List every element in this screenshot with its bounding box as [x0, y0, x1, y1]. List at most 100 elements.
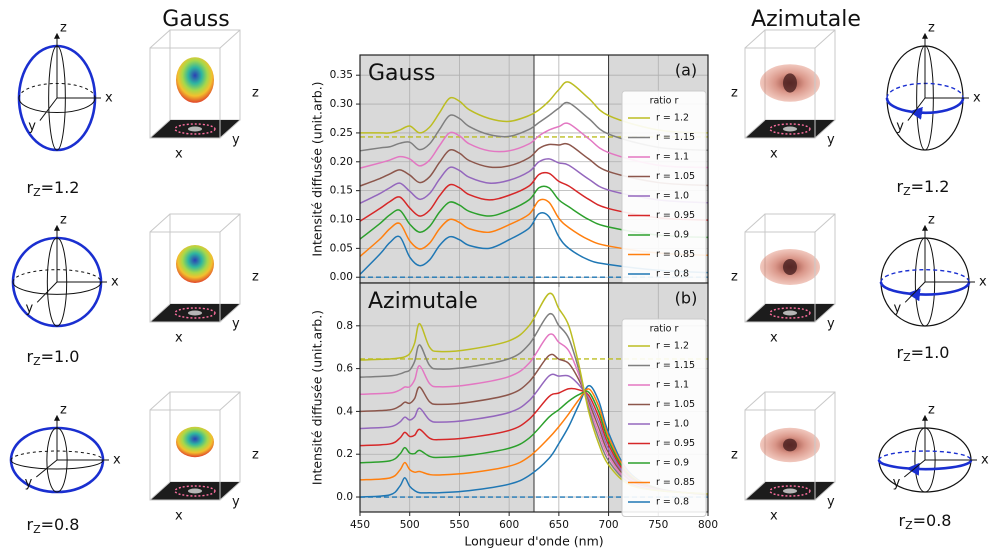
axis-letter: y [827, 495, 835, 510]
series-line [359, 142, 709, 187]
box-edge [219, 29, 241, 49]
x-tick-label: 450 [350, 519, 370, 531]
axis-letter: z [252, 86, 259, 101]
box-edge [219, 303, 241, 323]
axis-letter: z [60, 403, 67, 418]
floor-ring [769, 485, 811, 497]
box-edge [219, 481, 241, 501]
box-edge [744, 213, 766, 233]
floor-center [188, 488, 202, 494]
y-axis [36, 281, 58, 303]
axis-letter: z [60, 21, 67, 36]
series-line [359, 390, 709, 496]
box-edge [149, 119, 171, 139]
sphere-diagram: z x y [877, 403, 989, 493]
axis-letter: z [252, 270, 259, 285]
y-tick-label: 0.4 [336, 405, 353, 417]
ratio-r: r [27, 515, 34, 534]
series-line [359, 384, 709, 498]
y-tick-label: 0.35 [330, 69, 353, 81]
ratio-sub: Z [33, 523, 41, 536]
axis-letter: x [175, 147, 183, 162]
axis-letter: x [981, 453, 989, 468]
ratio-value: =0.8 [913, 511, 952, 530]
box-3d: z x y [731, 213, 836, 346]
legend-label: r = 0.95 [656, 438, 695, 449]
axis-letter: x [175, 331, 183, 346]
y-axis [39, 97, 58, 121]
box-edge [219, 119, 241, 139]
axis-letter: z [928, 213, 935, 228]
axis-letter: y [28, 119, 36, 134]
legend-label: r = 1.2 [656, 341, 689, 352]
axis-letter: x [770, 331, 778, 346]
sphere-diagram: z x y [17, 21, 113, 152]
x-tick-label: 500 [400, 519, 420, 531]
particle [783, 73, 797, 93]
series-line [359, 387, 709, 496]
ratio-r: r [27, 178, 34, 197]
box-edge [744, 481, 766, 501]
y-tick-label: 0.8 [336, 320, 353, 332]
ratio-sub: Z [33, 186, 41, 199]
series-line [359, 292, 709, 495]
equator-front-rest [879, 281, 910, 295]
floor-center [783, 310, 797, 316]
ratio-r: r [897, 177, 904, 196]
series-line [359, 198, 709, 258]
legend-label: r = 1.0 [656, 419, 689, 430]
floor-ring [174, 307, 216, 319]
y-axis [904, 281, 926, 303]
floor-ring [174, 485, 216, 497]
axis-letter: z [252, 448, 259, 463]
box-edge [814, 303, 836, 323]
legend-label: r = 1.15 [656, 132, 695, 143]
box-edge [149, 303, 171, 323]
y-axis-label: Intensité diffusée (unit.arb.) [310, 81, 325, 256]
series-line [359, 158, 709, 205]
legend-title: ratio r [650, 96, 679, 107]
box-edge [744, 303, 766, 323]
equator-front [10, 459, 104, 470]
legend-label: r = 1.0 [656, 191, 689, 202]
box-edge [219, 391, 241, 411]
x-tick-label: 700 [599, 519, 619, 531]
axis-letter: y [25, 301, 33, 316]
axis-letter: z [928, 21, 935, 36]
legend-label: r = 0.85 [656, 249, 695, 260]
box-edge [744, 391, 766, 411]
equator-back [12, 269, 102, 283]
box-edge [219, 213, 241, 233]
ratio-sub: Z [903, 351, 911, 364]
legend-label: r = 0.9 [656, 458, 689, 469]
ratio-r: r [897, 343, 904, 362]
series-line [359, 373, 709, 495]
y-tick-label: 0.6 [336, 363, 353, 375]
axis-letter: x [979, 275, 987, 290]
series-line [359, 171, 709, 222]
y-tick-label: 0.25 [330, 127, 353, 139]
legend-label: r = 1.1 [656, 380, 689, 391]
box-edge [149, 391, 171, 411]
x-tick-label: 800 [698, 519, 718, 531]
y-axis-label: Intensité diffusée (unit.arb.) [310, 310, 325, 485]
series-line [359, 101, 709, 152]
shaded-region [360, 283, 534, 512]
legend-label: r = 0.9 [656, 230, 689, 241]
equator-front [909, 97, 965, 120]
x-tick-label: 650 [549, 519, 569, 531]
series-line [359, 333, 709, 495]
box-edge [814, 391, 836, 411]
axis-letter: y [827, 133, 835, 148]
equator-back [880, 268, 970, 283]
series-line [359, 353, 709, 495]
ratio-value: =1.0 [41, 347, 80, 366]
box-edge [814, 29, 836, 49]
y-tick-label: 0.20 [330, 156, 353, 168]
axis-letter: y [232, 133, 240, 148]
series-line [359, 312, 709, 495]
box-edge [814, 119, 836, 139]
axis-letter: y [896, 119, 904, 134]
y-tick-label: 0.10 [330, 214, 353, 226]
ratio-r: r [27, 347, 34, 366]
